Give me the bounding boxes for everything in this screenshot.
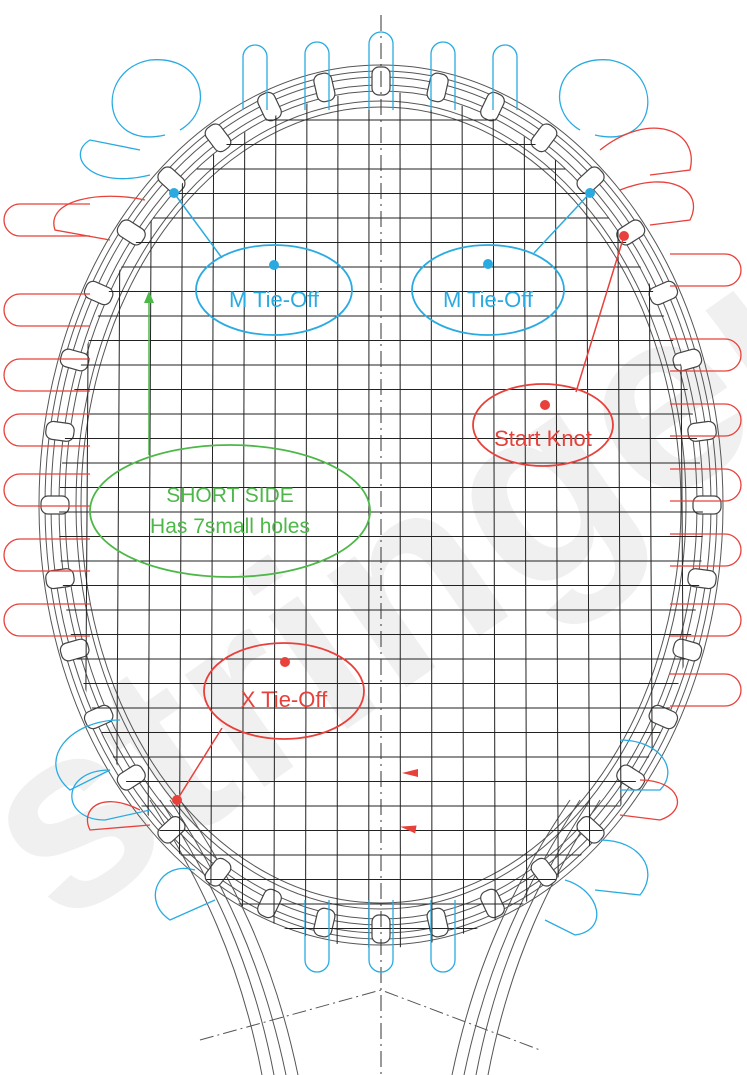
grommet-hole [45, 420, 75, 442]
center-markers [400, 769, 418, 834]
grommet-hole [116, 764, 146, 791]
grommet-hole [257, 91, 282, 122]
grommet-hole [648, 280, 679, 306]
m-tie-off-left-callout: M Tie-Off [169, 188, 353, 336]
main-corner-loop [594, 839, 649, 896]
cross-right-loop [670, 403, 742, 437]
grommet-hole [59, 348, 90, 372]
main-corner-loop [71, 769, 151, 821]
crosses-loops [3, 127, 742, 831]
cross-right-loop [670, 673, 742, 707]
cross-right-loop [670, 338, 742, 372]
main-corner-loop [111, 59, 202, 138]
main-top-loop [242, 44, 268, 110]
grommet-hole [576, 166, 605, 195]
grommet-hole [83, 704, 114, 730]
main-bottom-loop [430, 900, 456, 973]
main-corner-loop [154, 867, 216, 921]
main-bottom-loop [304, 900, 330, 973]
cross-right-loop [670, 603, 742, 637]
cross-left-loop [3, 538, 90, 572]
cross-left-loop [3, 473, 90, 507]
grommet-hole [530, 123, 558, 153]
cross-left-loop [3, 293, 90, 327]
main-top-loop [492, 44, 518, 110]
grommet-hole [83, 280, 114, 306]
cross-corner-loop [619, 779, 678, 821]
grommet-hole [426, 907, 449, 938]
mains-loops [55, 31, 669, 973]
grommet-hole [116, 219, 146, 246]
grommet-hole [616, 764, 646, 791]
cross-corner-loop [599, 127, 692, 176]
cross-left-loop [3, 203, 90, 237]
grommet-hole [648, 704, 679, 730]
m-tie-off-right-callout: M Tie-Off [411, 188, 595, 336]
cross-left-loop [3, 358, 90, 392]
main-corner-loop [558, 59, 649, 138]
main-corner-loop [619, 739, 669, 791]
main-top-loop [368, 31, 394, 110]
grommet-hole [157, 166, 186, 195]
m-tie-off-left-label: M Tie-Off [229, 287, 320, 312]
main-bottom-loop [368, 900, 394, 973]
grommet-hole [692, 495, 722, 515]
cross-right-loop [670, 533, 742, 567]
short-side-callout: SHORT SIDE Has 7small holes [89, 291, 371, 578]
cross-left-loop [3, 603, 90, 637]
grommet-hole [426, 72, 449, 103]
grommet-hole [157, 815, 186, 844]
main-corner-loop [79, 139, 151, 180]
cross-left-loop [3, 413, 90, 447]
m-tie-off-right-label: M Tie-Off [443, 287, 534, 312]
grommet-hole [257, 888, 282, 919]
main-corner-loop [55, 719, 121, 791]
grommet-hole [204, 123, 232, 153]
grommet-hole [480, 888, 505, 919]
start-knot-callout: Start Knot [472, 231, 629, 467]
short-side-label-line2: Has 7small holes [150, 515, 310, 538]
grommet-hole [45, 568, 75, 590]
short-side-label-line1: SHORT SIDE [166, 484, 294, 507]
cross-corner-loop [53, 195, 146, 241]
grommet-hole [687, 568, 717, 590]
start-knot-label: Start Knot [494, 426, 592, 451]
main-corner-loop [544, 879, 598, 936]
main-top-loop [430, 41, 456, 110]
cross-right-loop [670, 468, 742, 502]
cross-corner-loop [86, 801, 151, 831]
watermark: stringer [0, 183, 747, 977]
watermark-text: stringer [0, 183, 747, 977]
cross-corner-loop [619, 181, 695, 226]
grommet-hole [313, 72, 336, 103]
marker-arrow-upper [402, 769, 418, 777]
grommet-holes [40, 66, 722, 944]
x-tie-off-label: X Tie-Off [241, 687, 328, 712]
grommet-hole [576, 815, 605, 844]
main-top-loop [304, 41, 330, 110]
main-string [430, 92, 433, 948]
x-tie-off-callout: X Tie-Off [172, 642, 365, 805]
cross-right-loop [670, 253, 742, 287]
main-string [336, 92, 339, 948]
marker-arrow-lower [400, 825, 417, 834]
grommet-hole [313, 907, 336, 938]
grommet-hole [40, 495, 70, 515]
